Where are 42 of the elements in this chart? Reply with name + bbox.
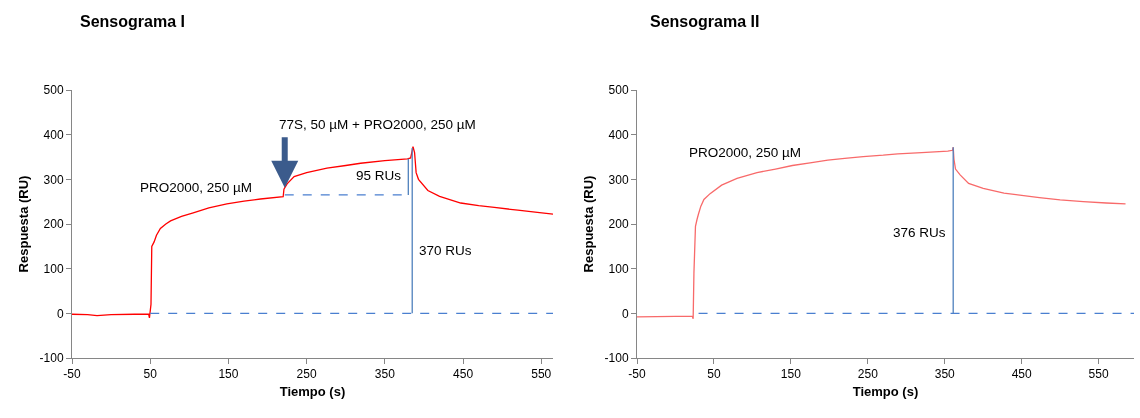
y-tick-label: 0: [621, 306, 629, 321]
x-tick-label: 150: [218, 367, 239, 382]
line-series: [637, 146, 1127, 320]
x-tick-label: 50: [707, 367, 721, 382]
x-axis-title: Tiempo (s): [852, 384, 919, 399]
annotation: 77S, 50 µM + PRO2000, 250 µM: [279, 117, 476, 132]
y-tick-label: -100: [39, 351, 64, 366]
y-tick-label: 500: [608, 83, 629, 98]
annotation: 95 RUs: [356, 168, 402, 183]
x-tick-label: 50: [143, 367, 158, 382]
line-series: [72, 146, 553, 319]
y-tick-label: 400: [608, 127, 629, 142]
x-tick-label: 350: [934, 367, 956, 382]
x-tick-label: 450: [1011, 367, 1032, 382]
x-tick-label: 350: [374, 367, 396, 382]
y-tick-label: -100: [604, 351, 629, 366]
y-axis-title: Respuesta (RU): [15, 175, 31, 273]
y-tick-label: 300: [608, 172, 629, 187]
x-axis-title: Tiempo (s): [279, 384, 346, 399]
x-tick-label: 250: [857, 367, 879, 382]
x-tick-label: 150: [780, 367, 802, 382]
annotation: 370 RUs: [419, 243, 472, 258]
x-tick-label: 550: [1088, 367, 1109, 382]
annotation: 376 RUs: [893, 225, 946, 240]
y-tick-label: 400: [43, 127, 64, 142]
y-tick-label: 500: [43, 83, 64, 98]
chart-title: Sensograma I: [80, 13, 185, 31]
x-tick-label: 250: [296, 367, 317, 382]
x-tick-label: 450: [453, 367, 474, 382]
y-tick-label: 200: [608, 217, 629, 232]
y-axis-title: Respuesta (RU): [580, 175, 596, 273]
annotation: PRO2000, 250 µM: [140, 180, 253, 195]
x-tick-label: 550: [531, 367, 552, 382]
chart-title: Sensograma II: [650, 13, 760, 31]
y-tick-label: 300: [43, 172, 64, 187]
y-tick-label: 100: [43, 261, 64, 276]
x-tick-label: -50: [63, 367, 81, 382]
y-tick-label: 100: [608, 261, 629, 276]
y-tick-label: 0: [56, 306, 64, 321]
annotation: PRO2000, 250 µM: [689, 145, 802, 160]
y-tick-label: 200: [43, 217, 64, 232]
x-tick-label: -50: [628, 367, 646, 382]
